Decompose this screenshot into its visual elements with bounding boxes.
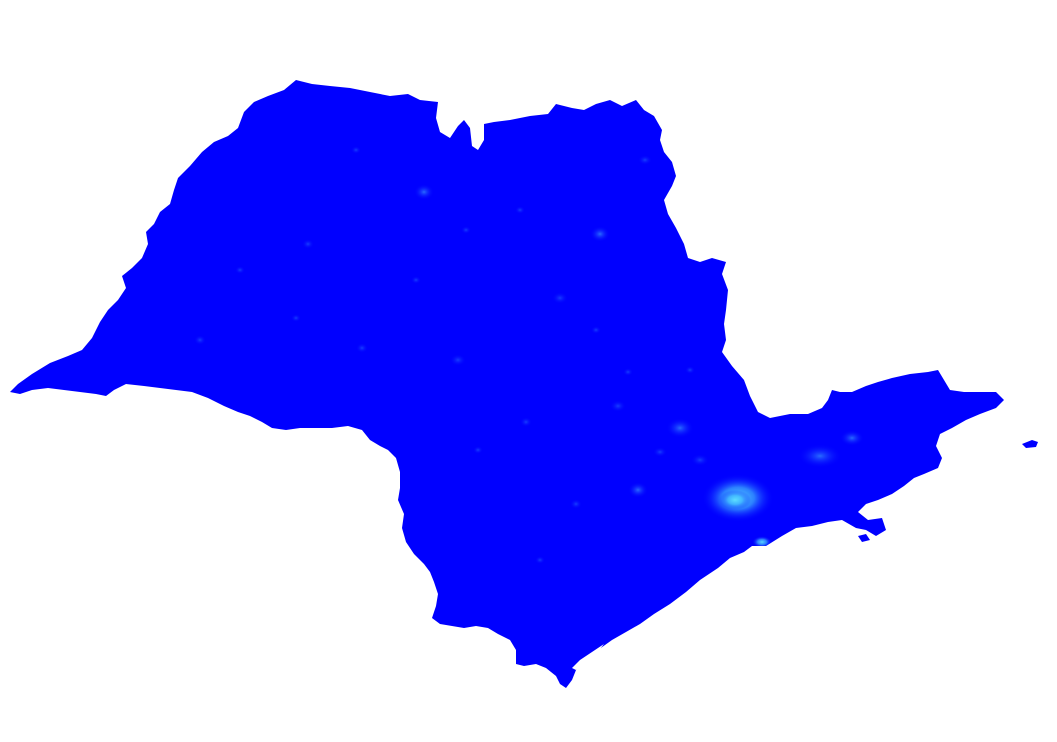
urban-area-interior (535, 556, 545, 564)
urban-area-valley (798, 444, 842, 468)
urban-area-interior (351, 146, 361, 154)
urban-area-interior (473, 446, 483, 454)
island-shape (858, 534, 870, 542)
urban-area-interior (638, 155, 652, 165)
coastal-lagoon (572, 644, 604, 670)
urban-area-valley (840, 430, 864, 446)
state-territory (10, 80, 1004, 688)
urban-area-northeast (666, 418, 694, 438)
urban-area-interior (515, 206, 525, 214)
island-shape (1022, 440, 1038, 448)
urban-area-interior (691, 454, 709, 466)
urban-area-interior (610, 400, 626, 412)
urban-area-interior (194, 335, 206, 345)
urban-area-interior (685, 366, 695, 374)
urban-area-interior (411, 276, 421, 284)
urban-density-layer (194, 146, 864, 564)
urban-area-interior (356, 343, 368, 353)
urban-area-interior (414, 184, 434, 200)
urban-area-interior (291, 314, 301, 322)
urban-area-interior (628, 482, 648, 498)
urban-area-interior (570, 499, 582, 509)
urban-area-interior (450, 354, 466, 366)
urban-area-interior (590, 226, 610, 242)
urban-area-interior (302, 239, 314, 249)
urban-area-metro-core (719, 490, 751, 510)
urban-area-interior (552, 292, 568, 304)
urban-area-port (752, 536, 772, 548)
urban-area-interior (653, 447, 667, 457)
urban-area-interior (461, 226, 471, 234)
urban-area-interior (235, 266, 245, 274)
urban-area-interior (623, 368, 633, 376)
urban-area-interior (520, 417, 532, 427)
urban-area-interior (591, 326, 601, 334)
